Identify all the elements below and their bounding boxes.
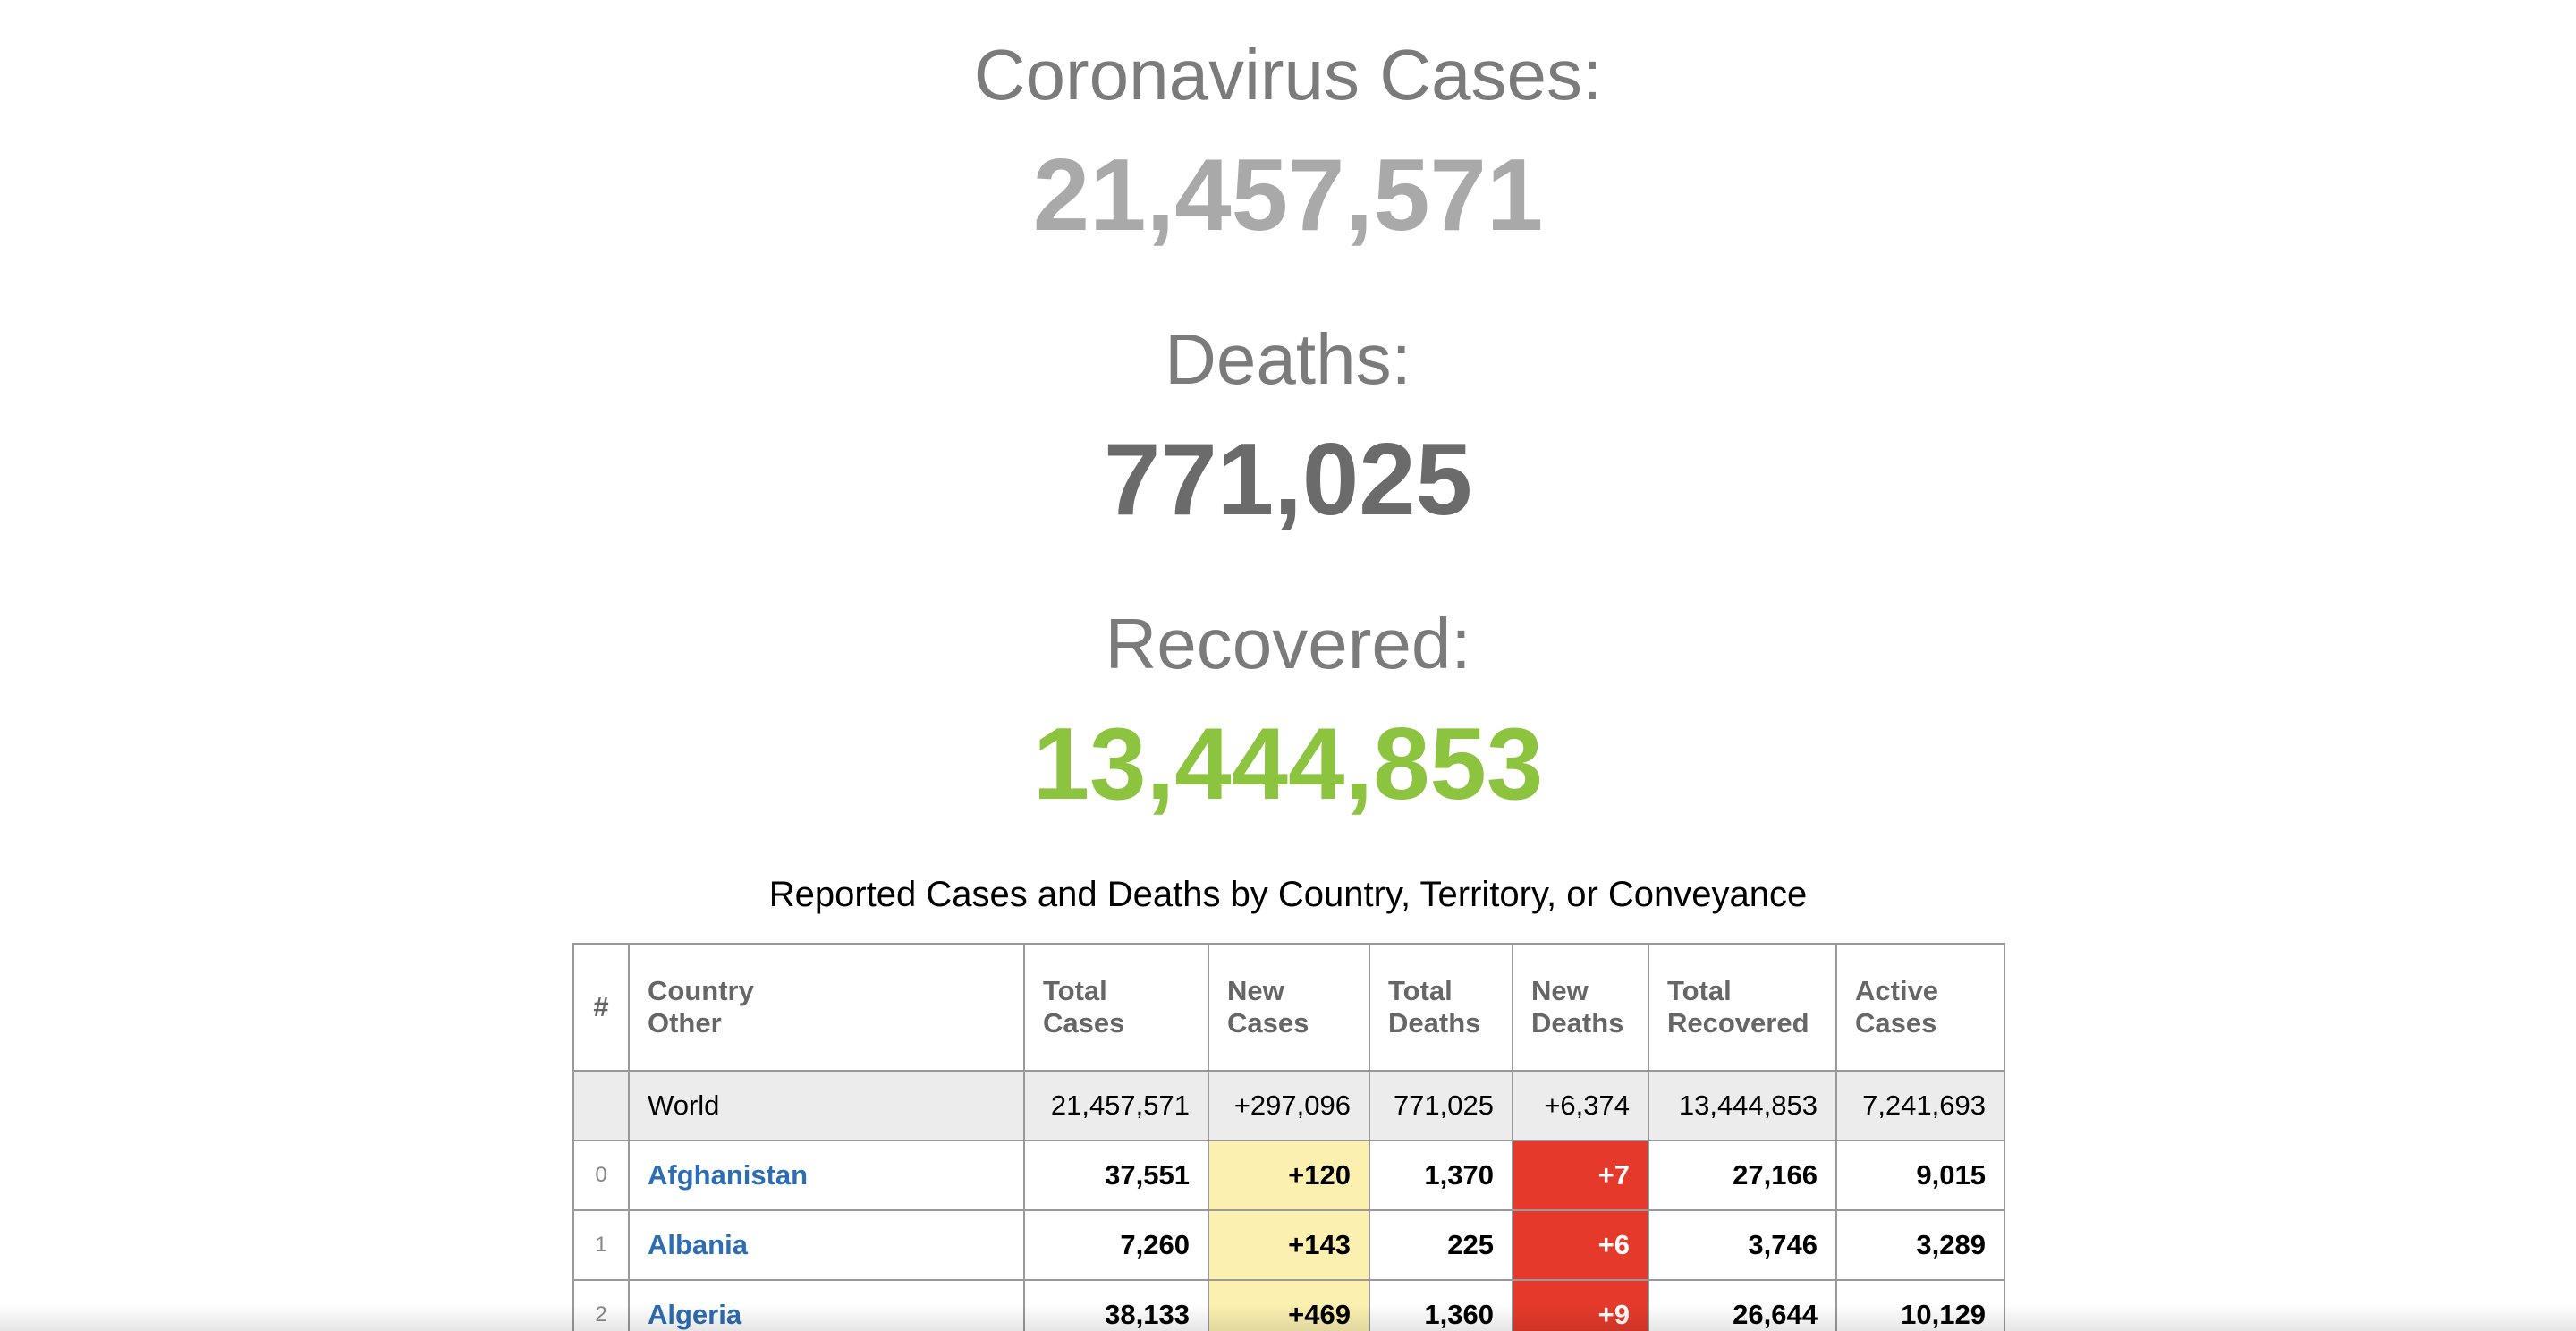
active-cases-cell: 9,015: [1835, 1140, 2005, 1211]
total-cases-cell: 21,457,571: [1023, 1070, 1209, 1141]
active-cases-cell: 3,289: [1835, 1209, 2005, 1281]
header-total-deaths-line1: Total: [1388, 975, 1453, 1007]
header-country-line1: Country: [648, 975, 754, 1007]
new-cases-cell: +297,096: [1208, 1070, 1370, 1141]
row-num: 1: [572, 1209, 630, 1281]
new-cases-cell: +143: [1208, 1209, 1370, 1281]
total-cases-cell: 38,133: [1023, 1279, 1209, 1331]
total-recovered-cell: 13,444,853: [1648, 1070, 1837, 1141]
header-num[interactable]: #: [572, 943, 630, 1072]
header-country-line2: Other: [648, 1007, 722, 1039]
active-cases-cell: 7,241,693: [1835, 1070, 2005, 1141]
country-link[interactable]: Albania: [648, 1229, 748, 1260]
recovered-counter: Recovered: 13,444,853: [0, 608, 2576, 816]
deaths-value: 771,025: [1103, 423, 1473, 537]
new-deaths-cell: +6,374: [1512, 1070, 1649, 1141]
deaths-counter: Deaths: 771,025: [0, 324, 2576, 531]
header-active-cases[interactable]: Active Cases: [1835, 943, 2005, 1072]
header-total-cases[interactable]: Total Cases: [1023, 943, 1209, 1072]
header-total-cases-line1: Total: [1043, 975, 1107, 1007]
header-total-recovered[interactable]: Total Recovered: [1648, 943, 1837, 1072]
total-cases-cell: 7,260: [1023, 1209, 1209, 1281]
header-total-recovered-line2: Recovered: [1667, 1007, 1809, 1039]
header-active-cases-line1: Active: [1855, 975, 1939, 1007]
header-new-cases-line1: New: [1227, 975, 1284, 1007]
total-cases-cell: 37,551: [1023, 1140, 1209, 1211]
country-name: World: [628, 1070, 1025, 1141]
new-cases-cell: +120: [1208, 1140, 1370, 1211]
cases-value: 21,457,571: [1032, 139, 1544, 252]
country-cell: Afghanistan: [628, 1140, 1025, 1211]
country-cell: Albania: [628, 1209, 1025, 1281]
row-num: [572, 1070, 630, 1141]
header-new-cases-line2: Cases: [1227, 1007, 1309, 1039]
header-total-deaths-line2: Deaths: [1388, 1007, 1481, 1039]
recovered-label: Recovered:: [1105, 604, 1471, 683]
table-title: Reported Cases and Deaths by Country, Te…: [768, 875, 1808, 914]
header-new-deaths-line1: New: [1531, 975, 1589, 1007]
active-cases-cell: 10,129: [1835, 1279, 2005, 1331]
row-num: 0: [572, 1140, 630, 1211]
table-header-row: # Country Other Total Cases New Cases To…: [572, 943, 2005, 1072]
world-row: World 21,457,571 +297,096 771,025 +6,374…: [572, 1070, 2005, 1141]
new-deaths-cell: +6: [1512, 1209, 1649, 1281]
total-recovered-cell: 27,166: [1648, 1140, 1837, 1211]
header-country[interactable]: Country Other: [628, 943, 1025, 1072]
new-deaths-cell: +7: [1512, 1140, 1649, 1211]
country-cell: Algeria: [628, 1279, 1025, 1331]
header-new-deaths-line2: Deaths: [1531, 1007, 1624, 1039]
countries-table: # Country Other Total Cases New Cases To…: [572, 943, 2005, 1331]
header-total-cases-line2: Cases: [1043, 1007, 1125, 1039]
cases-label: Coronavirus Cases:: [973, 35, 1603, 114]
header-total-deaths[interactable]: Total Deaths: [1368, 943, 1513, 1072]
deaths-label: Deaths:: [1165, 319, 1411, 399]
header-new-cases[interactable]: New Cases: [1208, 943, 1370, 1072]
total-deaths-cell: 1,360: [1368, 1279, 1513, 1331]
cases-counter: Coronavirus Cases: 21,457,571: [0, 39, 2576, 247]
new-deaths-cell: +9: [1512, 1279, 1649, 1331]
total-recovered-cell: 3,746: [1648, 1209, 1837, 1281]
country-link[interactable]: Afghanistan: [648, 1159, 809, 1191]
table-row: 0 Afghanistan 37,551 +120 1,370 +7 27,16…: [572, 1140, 2005, 1211]
header-new-deaths[interactable]: New Deaths: [1512, 943, 1649, 1072]
table-row: 2 Algeria 38,133 +469 1,360 +9 26,644 10…: [572, 1279, 2005, 1331]
table-row: 1 Albania 7,260 +143 225 +6 3,746 3,289: [572, 1209, 2005, 1281]
total-deaths-cell: 771,025: [1368, 1070, 1513, 1141]
total-recovered-cell: 26,644: [1648, 1279, 1837, 1331]
total-deaths-cell: 1,370: [1368, 1140, 1513, 1211]
row-num: 2: [572, 1279, 630, 1331]
header-active-cases-line2: Cases: [1855, 1007, 1937, 1039]
header-total-recovered-line1: Total: [1667, 975, 1732, 1007]
total-deaths-cell: 225: [1368, 1209, 1513, 1281]
header-num-label: #: [593, 991, 609, 1023]
country-link[interactable]: Algeria: [648, 1299, 742, 1330]
recovered-value: 13,444,853: [1032, 708, 1544, 821]
new-cases-cell: +469: [1208, 1279, 1370, 1331]
